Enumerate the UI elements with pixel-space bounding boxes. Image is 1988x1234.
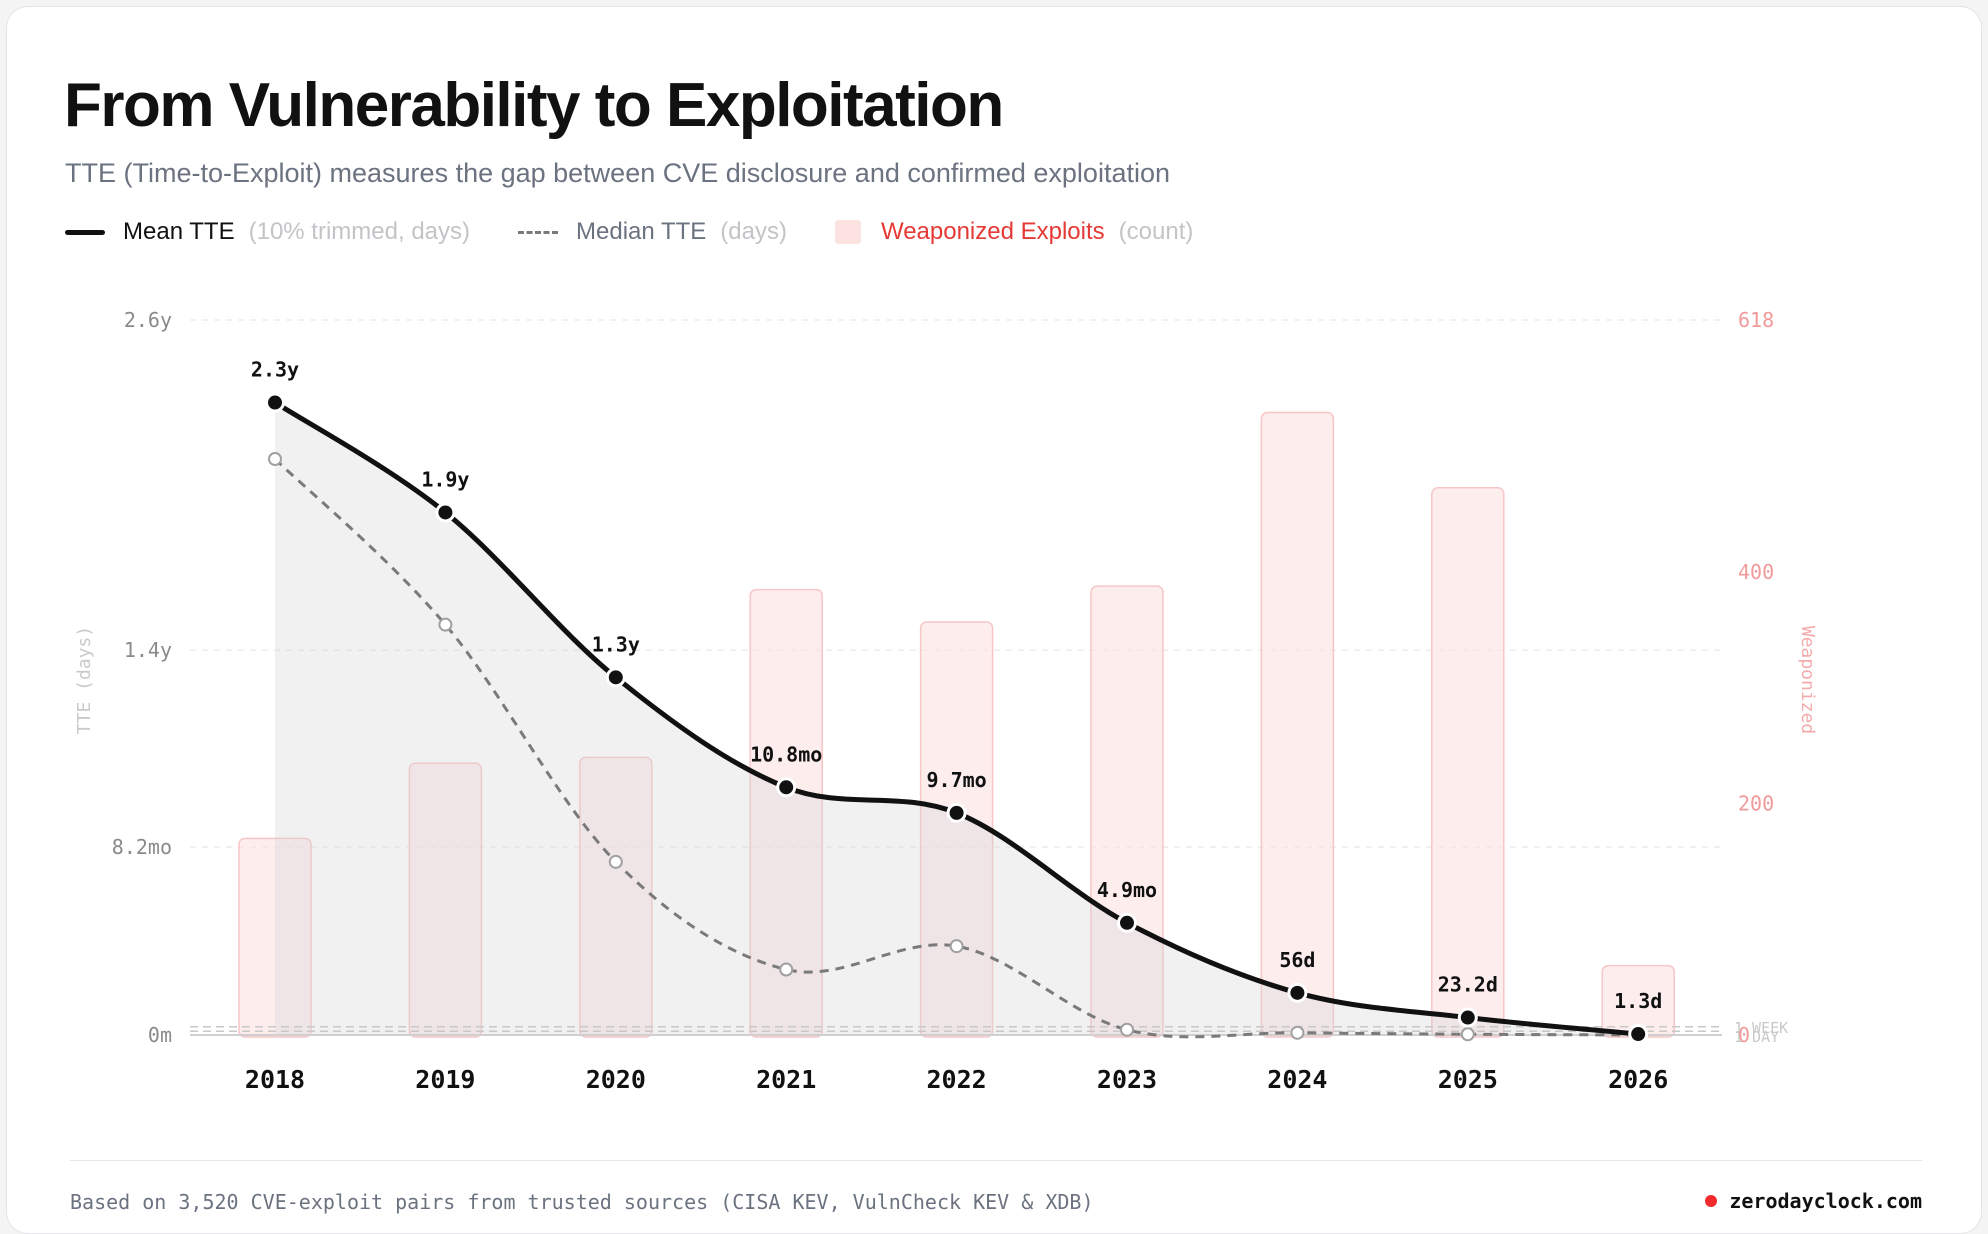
source-note: Based on 3,520 CVE-exploit pairs from tr… <box>70 1190 1094 1214</box>
mean-point <box>1117 912 1137 933</box>
exploit-bar <box>1431 487 1505 1038</box>
page-subtitle: TTE (Time-to-Exploit) measures the gap b… <box>65 158 1170 188</box>
y-left-tick-label: 1.4y <box>124 638 172 662</box>
mean-value-label: 10.8mo <box>750 742 822 766</box>
legend-exploits-label: Weaponized Exploits <box>880 218 1105 245</box>
legend-exploits-note: (count) <box>1118 218 1194 245</box>
y-right-tick-label: 400 <box>1738 560 1774 584</box>
y-right-tick-label: 200 <box>1738 792 1774 816</box>
mean-point <box>265 392 285 413</box>
legend-median-label: Median TTE <box>576 218 707 245</box>
mean-value-label: 23.2d <box>1438 973 1498 997</box>
legend-item-exploits[interactable]: Weaponized Exploits (count) <box>834 218 1194 246</box>
mean-line-swatch <box>65 229 105 235</box>
mean-point <box>1457 1007 1478 1028</box>
mean-point <box>435 502 456 523</box>
mean-value-label: 1.3d <box>1614 989 1662 1013</box>
x-tick-label: 2019 <box>415 1065 475 1094</box>
mean-point <box>1628 1024 1649 1045</box>
ref-label-week: 1 WEEK <box>1734 1019 1788 1037</box>
exploit-bar <box>408 762 483 1038</box>
legend-median-note: (days) <box>720 218 787 245</box>
legend-item-median[interactable]: Median TTE (days) <box>518 218 787 246</box>
footer-divider <box>70 1160 1922 1161</box>
y-left-tick-label: 2.6y <box>124 308 172 332</box>
brand-dot-icon <box>1705 1195 1718 1207</box>
legend-mean-label: Mean TTE <box>123 218 235 245</box>
exploits-bar-swatch <box>834 220 861 244</box>
y-left-tick-label: 8.2mo <box>112 835 172 859</box>
median-point <box>608 854 623 869</box>
exploit-bar <box>1090 585 1164 1038</box>
mean-point <box>946 802 967 823</box>
mean-area <box>275 402 1639 1035</box>
median-point <box>438 617 453 632</box>
mean-point <box>1287 982 1308 1003</box>
page-title: From Vulnerability to Exploitation <box>64 71 1004 140</box>
y-left-tick-label: 0m <box>148 1023 172 1047</box>
x-tick-label: 2018 <box>245 1065 305 1094</box>
x-tick-label: 2025 <box>1438 1065 1498 1094</box>
legend-mean-note: (10% trimmed, days) <box>248 218 470 245</box>
ref-label-day: 1 DAY <box>1734 1028 1779 1046</box>
exploit-bar <box>1260 411 1335 1038</box>
exploit-bar <box>238 837 312 1038</box>
x-tick-label: 2026 <box>1608 1065 1668 1094</box>
mean-value-label: 2.3y <box>251 358 299 382</box>
mean-value-label: 1.3y <box>592 632 640 656</box>
y-right-axis-title: Weaponized <box>1797 626 1818 734</box>
y-left-axis-title: TTE (days) <box>74 626 95 734</box>
legend: Mean TTE (10% trimmed, days) Median TTE … <box>65 216 1241 248</box>
legend-item-mean[interactable]: Mean TTE (10% trimmed, days) <box>65 218 470 246</box>
median-line <box>273 457 1639 1039</box>
y-right-tick-label: 0 <box>1738 1023 1750 1047</box>
mean-point <box>776 777 797 798</box>
mean-value-label: 9.7mo <box>926 768 986 792</box>
median-point <box>1290 1025 1305 1040</box>
median-point <box>949 939 964 954</box>
brand-link[interactable]: zerodayclock.com <box>1705 1189 1922 1213</box>
brand-text: zerodayclock.com <box>1729 1189 1922 1213</box>
mean-point <box>605 667 626 688</box>
x-tick-label: 2021 <box>756 1065 816 1094</box>
x-tick-label: 2024 <box>1267 1065 1327 1094</box>
x-tick-label: 2023 <box>1097 1065 1157 1094</box>
median-point <box>1120 1022 1134 1037</box>
median-point <box>268 451 282 466</box>
mean-value-label: 4.9mo <box>1097 878 1157 902</box>
y-right-tick-label: 618 <box>1738 308 1774 332</box>
mean-value-label: 56d <box>1279 948 1315 972</box>
median-point <box>1460 1027 1475 1042</box>
mean-value-label: 1.9y <box>421 467 469 491</box>
exploit-bar <box>749 588 823 1038</box>
median-point <box>779 962 794 977</box>
x-tick-label: 2022 <box>926 1065 986 1094</box>
x-tick-label: 2020 <box>586 1065 646 1094</box>
median-line-swatch <box>518 230 558 234</box>
